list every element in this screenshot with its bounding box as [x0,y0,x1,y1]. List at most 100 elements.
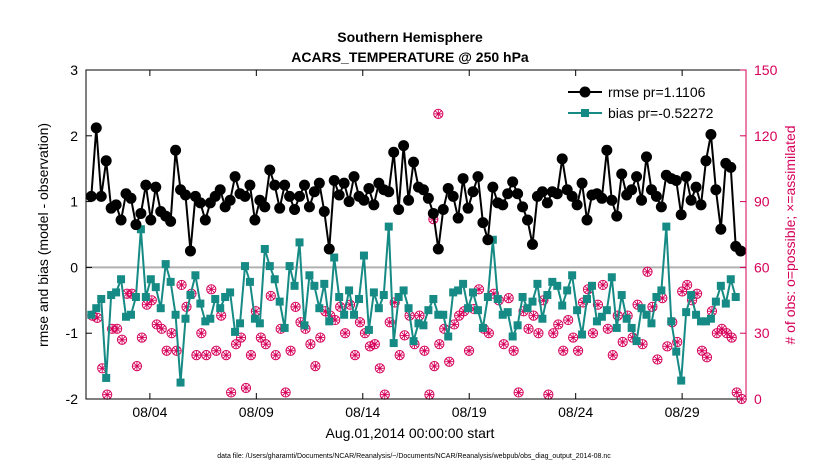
rmse-point [675,209,687,221]
bias-point [597,312,606,321]
rmse-point [298,179,310,191]
legend: rmse pr=1.1106 bias pr=-0.52272 [562,80,742,124]
obs-marker [260,339,271,350]
obs-marker-circle [374,363,385,374]
rmse-point [289,203,301,215]
bias-point [369,288,378,297]
bias-point [404,304,413,313]
obs-marker-cross [474,285,483,294]
obs-marker-cross [727,333,736,342]
obs-marker-cross [177,280,186,289]
bias-point [171,310,180,319]
obs-marker-circle [548,328,559,339]
bias-point [379,291,388,300]
rmse-point [452,212,464,224]
rmse-point [536,186,548,198]
rmse-point [140,179,152,191]
obs-marker-circle [701,352,713,363]
obs-marker [503,293,514,304]
y-tick-label-left: 1 [70,194,78,210]
obs-marker-cross [638,340,647,349]
rmse-point [467,186,479,198]
obs-marker-cross [331,316,340,325]
rmse-point [710,184,722,196]
obs-marker-circle [315,332,326,343]
obs-marker [161,345,172,356]
obs-marker-circle [587,328,599,339]
bias-point [424,306,433,315]
x-tick-label: 08/19 [452,404,487,420]
obs-marker-cross [281,388,290,397]
obs-marker [384,317,395,328]
rmse-point [700,155,712,167]
obs-marker-cross [355,318,364,327]
bias-point [478,323,487,332]
obs-marker-cross [306,340,315,349]
rmse-point [313,177,325,189]
legend-box [562,80,742,124]
bias-point [578,330,587,339]
bias-point [399,286,408,295]
obs-marker [434,339,445,350]
bias-point [250,314,259,323]
bias-point [196,299,205,308]
bias-point [538,314,547,323]
obs-marker [543,389,554,400]
bias-point [414,319,423,328]
obs-marker [176,279,187,291]
obs-marker-circle [617,336,628,348]
bias-point [131,293,140,302]
obs-marker [270,350,281,361]
rmse-point [145,214,157,226]
obs-marker-cross [420,346,429,355]
obs-marker [369,339,380,350]
obs-marker-circle [726,332,737,343]
rmse-point [551,188,563,200]
obs-marker [196,328,207,339]
obs-marker [102,389,113,400]
bias-point [617,291,626,300]
obs-marker [682,279,693,291]
rmse-point [447,190,459,202]
bias-point [285,262,294,271]
obs-marker-circle [642,266,653,277]
bias-point [354,294,363,303]
footnote: data file: /Users/gharamti/Documents/NCA… [217,453,611,460]
obs-marker-cross [286,346,295,355]
y-tick-label-right: 0 [754,391,762,407]
legend-bias-marker [581,109,589,117]
rmse-point [502,188,514,200]
bias-point [161,260,170,269]
bias-point [359,251,368,260]
obs-marker-circle [340,328,351,339]
obs-marker [131,361,143,372]
bias-point [429,294,438,303]
bias-point [102,373,111,382]
rmse-point [462,202,474,214]
obs-marker [662,341,673,352]
obs-marker-cross [172,346,181,355]
obs-marker-circle [310,361,321,372]
obs-marker-cross [415,311,424,320]
obs-marker-cross [455,311,464,320]
rmse-point [670,175,682,187]
obs-marker-circle [270,350,281,361]
obs-marker-cross [152,320,161,329]
obs-marker [394,350,405,361]
obs-marker-circle [201,350,212,361]
bias-point [325,317,334,326]
obs-marker-cross [678,287,687,296]
obs-marker-cross [603,324,612,333]
bias-point [141,293,150,302]
bias-point [682,308,691,317]
obs-marker-cross [197,329,206,338]
bias-point [335,293,344,302]
obs-marker-cross [227,388,236,397]
bias-point [126,310,135,319]
obs-marker-circle [563,314,574,326]
rmse-point [249,214,261,226]
obs-marker [449,319,460,330]
obs-marker-cross [559,346,568,355]
rmse-point [422,192,434,204]
y-tick-label-right: 30 [754,325,770,341]
